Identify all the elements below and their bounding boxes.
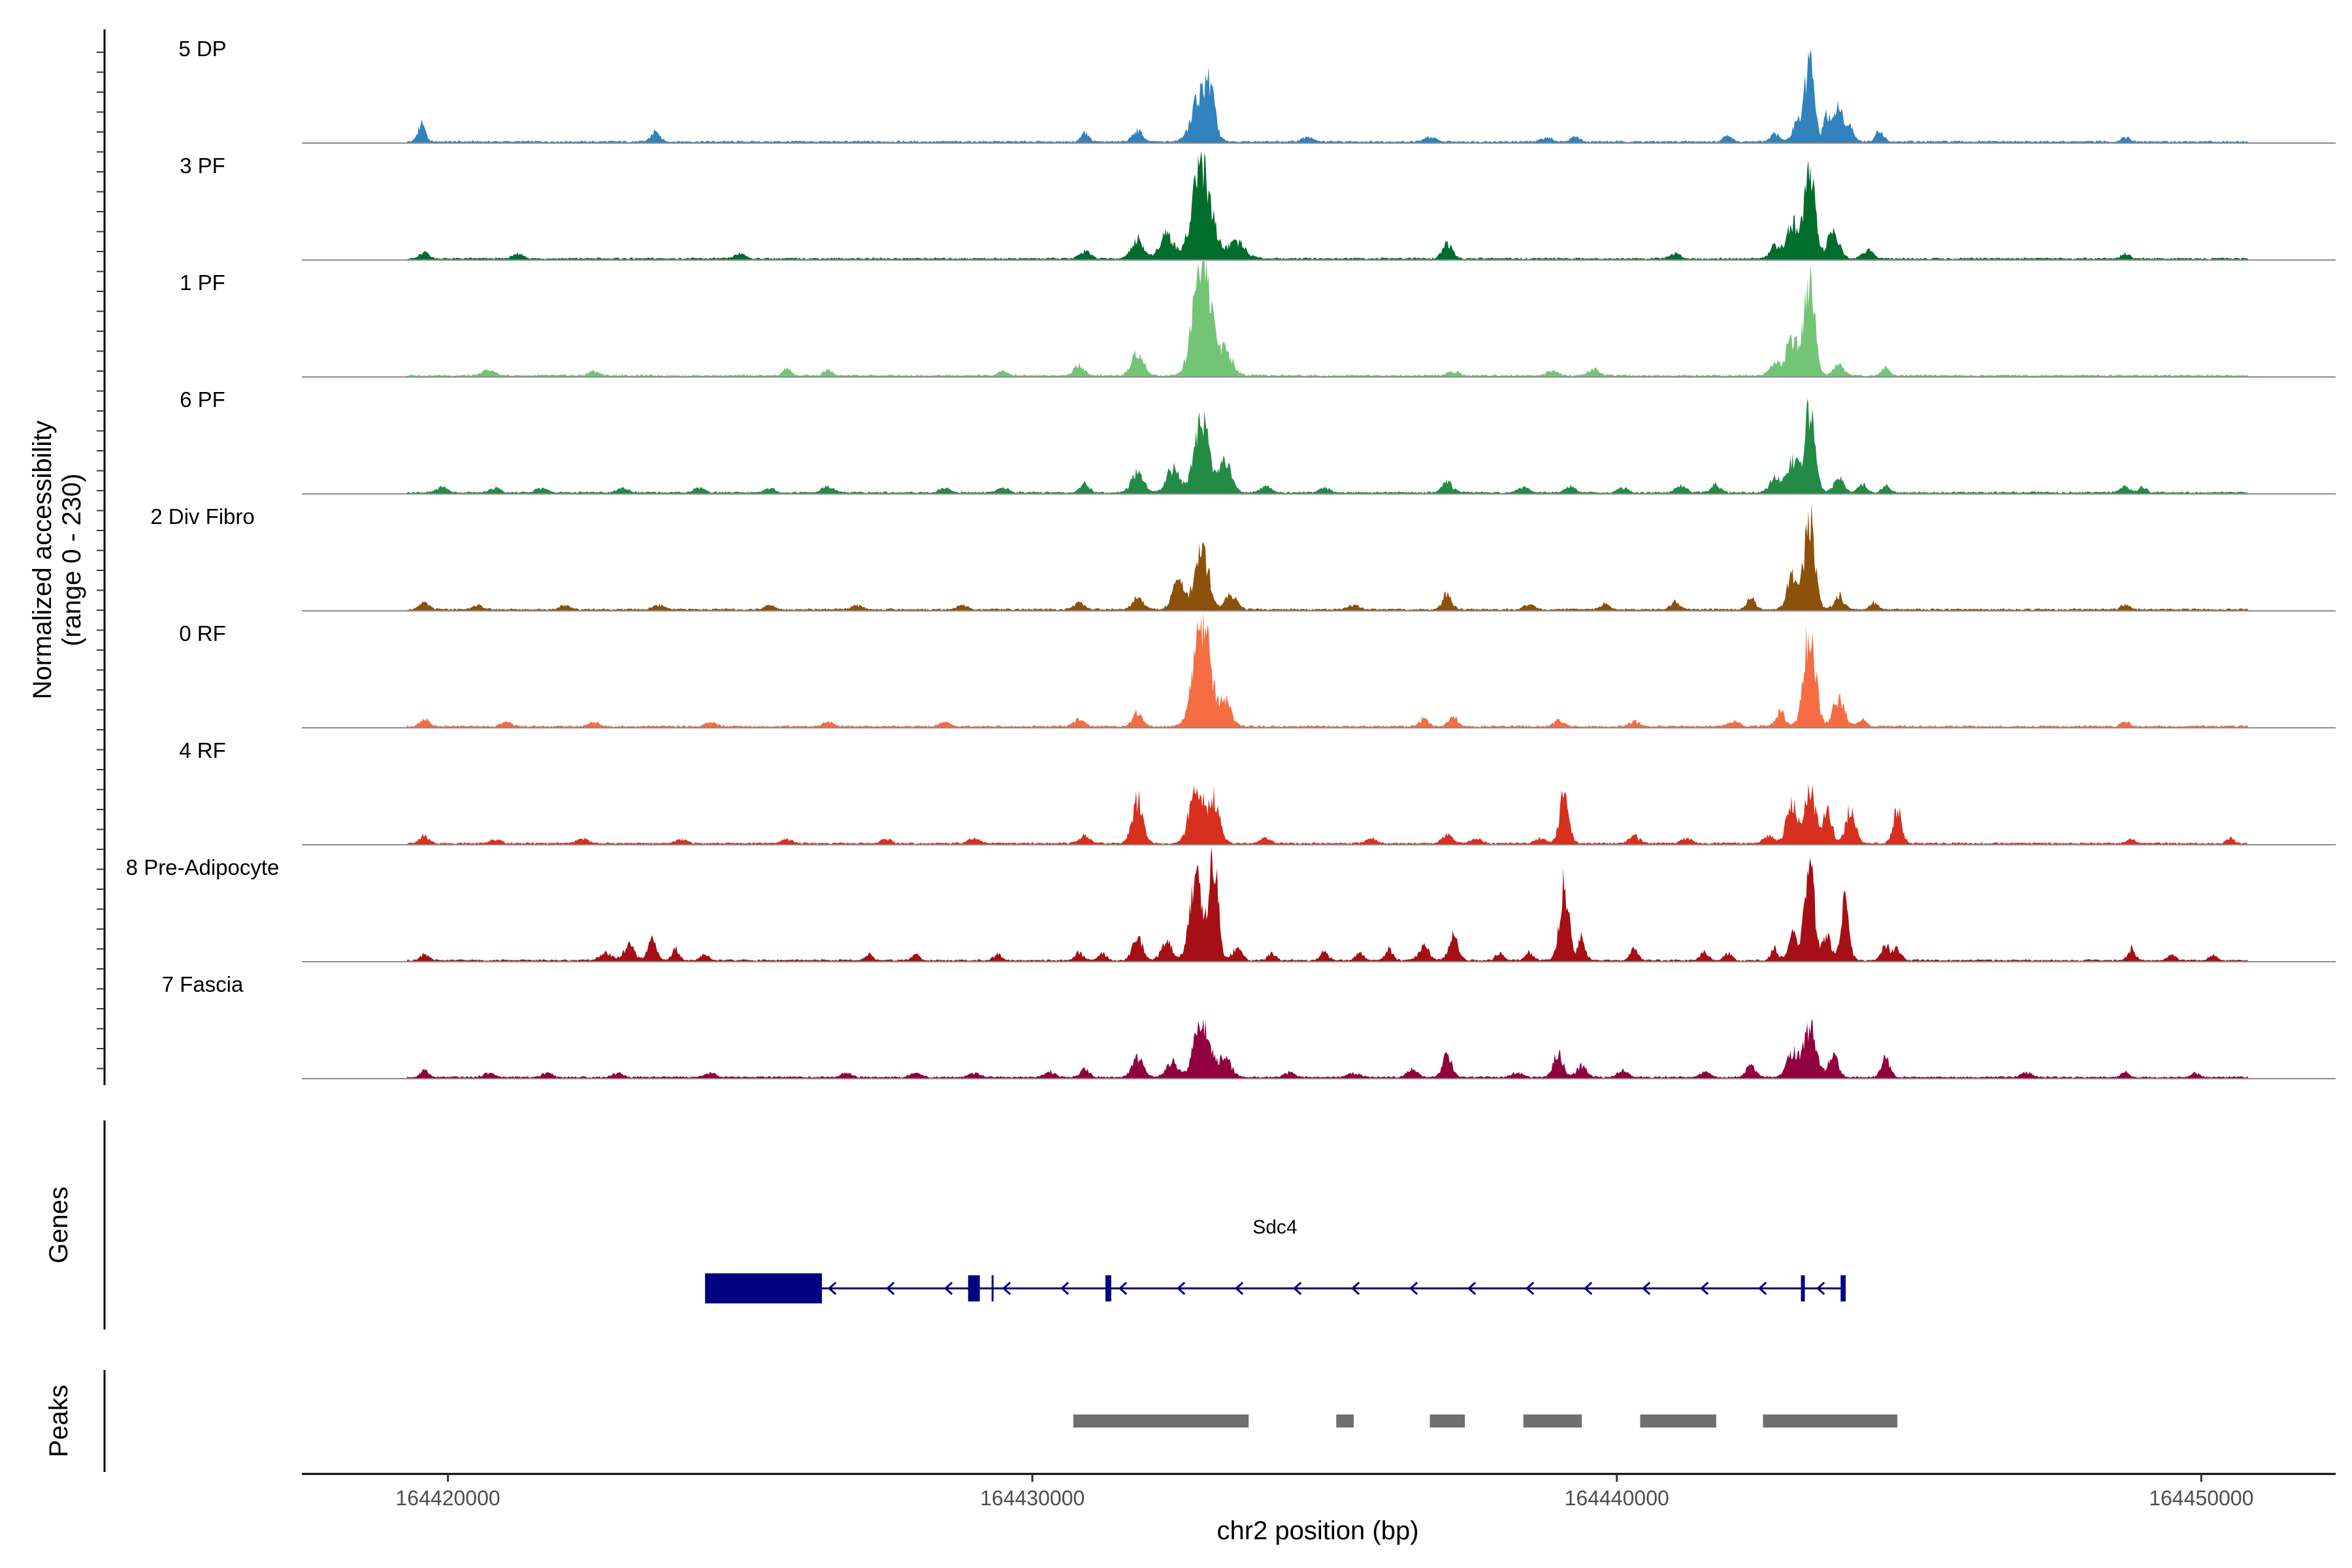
gene-exon [1801,1275,1805,1301]
coverage-area [407,151,2248,260]
gene-label: Sdc4 [1252,1217,1297,1238]
peak-region [1523,1414,1582,1428]
coverage-area [407,611,2248,728]
x-axis-title: chr2 position (bp) [1217,1516,1418,1545]
track-label: 5 DP [178,37,226,61]
peaks-panel [1073,1414,1898,1428]
peak-region [1073,1414,1249,1428]
strand-arrow [1525,1281,1535,1296]
track-label: 3 PF [180,154,225,178]
strand-arrow [1234,1281,1244,1296]
peaks-axis-title: Peaks [44,1384,73,1457]
track-5: 0 RF [179,611,2336,728]
track-7: 8 Pre-Adipocyte [126,847,2336,962]
track-label: 1 PF [180,270,225,295]
coverage-area [407,847,2248,962]
strand-arrow [1816,1281,1825,1296]
strand-arrow [1118,1281,1128,1296]
peak-region [1336,1414,1354,1428]
coverage-y-axis [97,29,106,1085]
peak-region [1429,1414,1465,1428]
strand-arrow [1757,1281,1767,1296]
strand-arrow [885,1281,895,1296]
track-label: 8 Pre-Adipocyte [126,855,280,879]
strand-arrow [1292,1281,1302,1296]
track-label: 6 PF [180,387,225,412]
strand-arrow [1350,1281,1360,1296]
x-tick-label: 164440000 [1565,1486,1669,1510]
x-tick-label: 164420000 [396,1486,500,1510]
coverage-panel: 5 DP 3 PF 1 PF 6 PF 2 Div Fibro 0 RF 4 RF 8 Pre… [126,37,2336,1079]
x-tick-label: 164430000 [980,1486,1085,1510]
strand-arrow [1176,1281,1186,1296]
gene-exon [705,1273,823,1303]
track-label: 7 Fascia [162,972,244,996]
gene-exon [968,1275,980,1301]
strand-arrow [1409,1281,1418,1296]
track-8: 7 Fascia [162,972,2336,1079]
gene-exon [1105,1275,1111,1301]
track-label: 4 RF [179,738,226,762]
x-axis: 164420000 164430000 164440000 164450000 [302,1473,2336,1510]
strand-arrow [1699,1281,1709,1296]
x-tick-label: 164450000 [2149,1486,2253,1510]
coverage-area [407,49,2248,143]
peak-region [1763,1414,1898,1428]
genes-panel: Sdc4 [705,1217,1846,1303]
strand-arrow [1060,1281,1070,1296]
strand-arrow [943,1281,953,1296]
track-3: 6 PF [180,387,2336,495]
coverage-area [407,260,2248,377]
coverage-area [407,783,2248,845]
strand-arrow [1002,1281,1011,1296]
coverage-y-axis-title-line2: (range 0 - 230) [57,474,86,647]
track-0: 5 DP [178,37,2336,144]
coverage-area [407,1019,2248,1079]
genes-axis-title: Genes [44,1186,73,1264]
gene-Sdc4: Sdc4 [705,1217,1846,1303]
track-4: 2 Div Fibro [150,503,2336,612]
peak-region [1640,1414,1716,1428]
coverage-area [407,503,2248,611]
coverage-y-axis-title-line1: Normalized accessibility [28,421,57,700]
strand-arrow [1583,1281,1593,1296]
track-2: 1 PF [180,260,2336,378]
strand-arrow [1641,1281,1651,1296]
track-label: 0 RF [179,621,226,645]
strand-arrow [1467,1281,1477,1296]
track-label: 2 Div Fibro [150,504,255,529]
gene-exon [1840,1275,1845,1301]
coverage-area [407,399,2248,494]
track-6: 4 RF [179,738,2336,845]
track-1: 3 PF [180,151,2336,261]
strand-arrow [827,1281,837,1296]
